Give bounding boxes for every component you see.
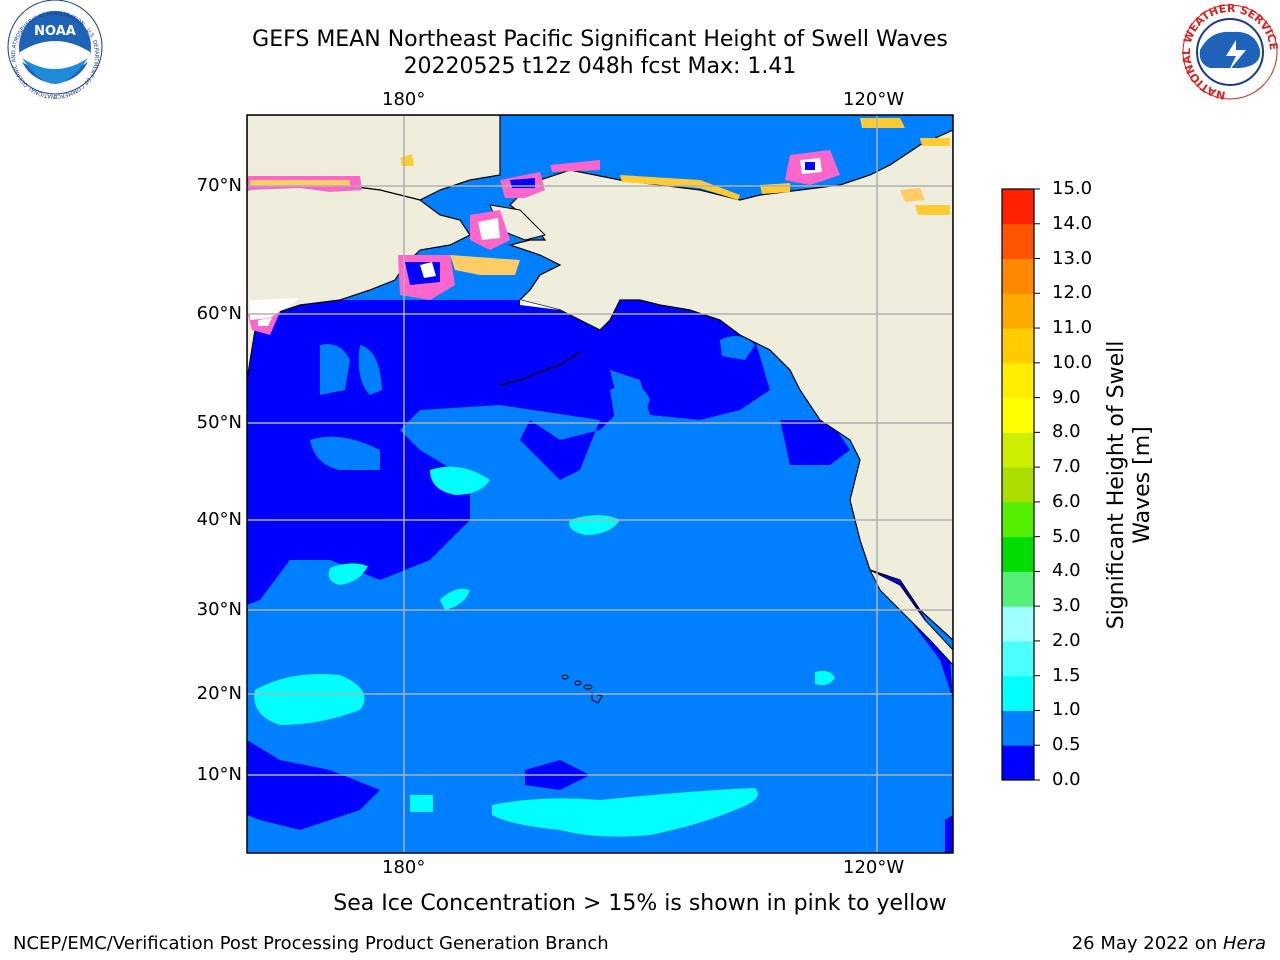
- swell-height-map: [247, 115, 953, 853]
- footer-date: 26 May 2022 on Hera: [1072, 933, 1266, 954]
- lat-label-60n: 60°N: [196, 303, 242, 324]
- colorbar-swatch: [1002, 745, 1034, 781]
- chart-subtitle: 20220525 t12z 048h fcst Max: 1.41: [403, 54, 797, 79]
- nws-logo-icon: NATIONAL WEATHER SERVICE: [1180, 2, 1280, 102]
- colorbar-tick-label: 1.5: [1052, 664, 1081, 686]
- colorbar-title: Significant Height of Swell Waves [m]: [1104, 340, 1155, 630]
- lat-label-50n: 50°N: [196, 412, 242, 433]
- lon-label-top-120w: 120°W: [843, 89, 905, 110]
- colorbar-swatch: [1002, 675, 1034, 711]
- sea-ice-note: Sea Ice Concentration > 15% is shown in …: [333, 891, 947, 916]
- lon-label-bottom-120w: 120°W: [843, 857, 905, 878]
- colorbar-swatch: [1002, 432, 1034, 468]
- colorbar-tick-label: 4.0: [1052, 560, 1081, 582]
- colorbar-tick-label: 14.0: [1052, 212, 1093, 234]
- lat-label-20n: 20°N: [196, 683, 242, 704]
- colorbar-tick-label: 12.0: [1052, 282, 1093, 304]
- colorbar-tick-label: 3.0: [1052, 595, 1081, 617]
- land-north-america: [247, 115, 953, 641]
- map-gridlines: [247, 115, 953, 853]
- colorbar-swatch: [1002, 328, 1034, 364]
- footer-host: Hera: [1222, 933, 1266, 954]
- lat-label-40n: 40°N: [196, 509, 242, 530]
- colorbar-tick-label: 0.0: [1052, 769, 1081, 790]
- colorbar-tick-label: 0.5: [1052, 734, 1081, 756]
- ocean-high-band: [430, 466, 490, 495]
- colorbar-tick-label: 8.0: [1052, 421, 1081, 443]
- noaa-logo-text: NOAA: [34, 24, 76, 39]
- ocean-low-band-south: [247, 740, 380, 830]
- colorbar-tick-label: 10.0: [1052, 351, 1093, 373]
- colorbar-swatch: [1002, 362, 1034, 399]
- colorbar-swatch: [1002, 501, 1034, 538]
- noaa-logo-icon: NOAA NATIONAL OCEANIC AND ATMOSPHERIC AD…: [7, 0, 103, 99]
- colorbar-tick-label: 1.0: [1052, 699, 1081, 721]
- footer-date-text: 26 May 2022 on: [1071, 933, 1223, 954]
- hawaii-islands: [561, 674, 603, 704]
- colorbar-tick-label: 9.0: [1052, 386, 1081, 408]
- colorbar: [1002, 188, 1040, 781]
- lon-label-bottom-180: 180°: [382, 857, 426, 878]
- colorbar-tick-label: 15.0: [1052, 178, 1093, 199]
- map-frame: [246, 114, 954, 854]
- lat-label-30n: 30°N: [196, 599, 242, 620]
- colorbar-swatch: [1002, 571, 1034, 607]
- lat-label-70n: 70°N: [196, 175, 242, 196]
- colorbar-tick-label: 7.0: [1052, 456, 1081, 478]
- colorbar-tick-label: 11.0: [1052, 317, 1093, 339]
- chart-title: GEFS MEAN Northeast Pacific Significant …: [252, 27, 948, 52]
- colorbar-swatch: [1002, 467, 1034, 503]
- colorbar-swatch: [1002, 189, 1034, 225]
- colorbar-swatch: [1002, 258, 1034, 294]
- colorbar-tick-label: 2.0: [1052, 629, 1081, 651]
- colorbar-swatch: [1002, 293, 1034, 329]
- colorbar-swatch: [1002, 640, 1034, 677]
- colorbar-swatch: [1002, 223, 1034, 260]
- lat-label-10n: 10°N: [196, 764, 242, 785]
- lon-label-top-180: 180°: [382, 89, 426, 110]
- footer-credit: NCEP/EMC/Verification Post Processing Pr…: [13, 933, 609, 954]
- colorbar-tick-label: 5.0: [1052, 525, 1081, 547]
- colorbar-swatch: [1002, 710, 1034, 746]
- sea-ice-overlay: [247, 118, 950, 335]
- colorbar-swatch: [1002, 536, 1034, 572]
- colorbar-swatch: [1002, 606, 1034, 642]
- colorbar-tick-label: 13.0: [1052, 247, 1093, 269]
- colorbar-swatch: [1002, 397, 1034, 433]
- colorbar-tick-label: 6.0: [1052, 490, 1081, 512]
